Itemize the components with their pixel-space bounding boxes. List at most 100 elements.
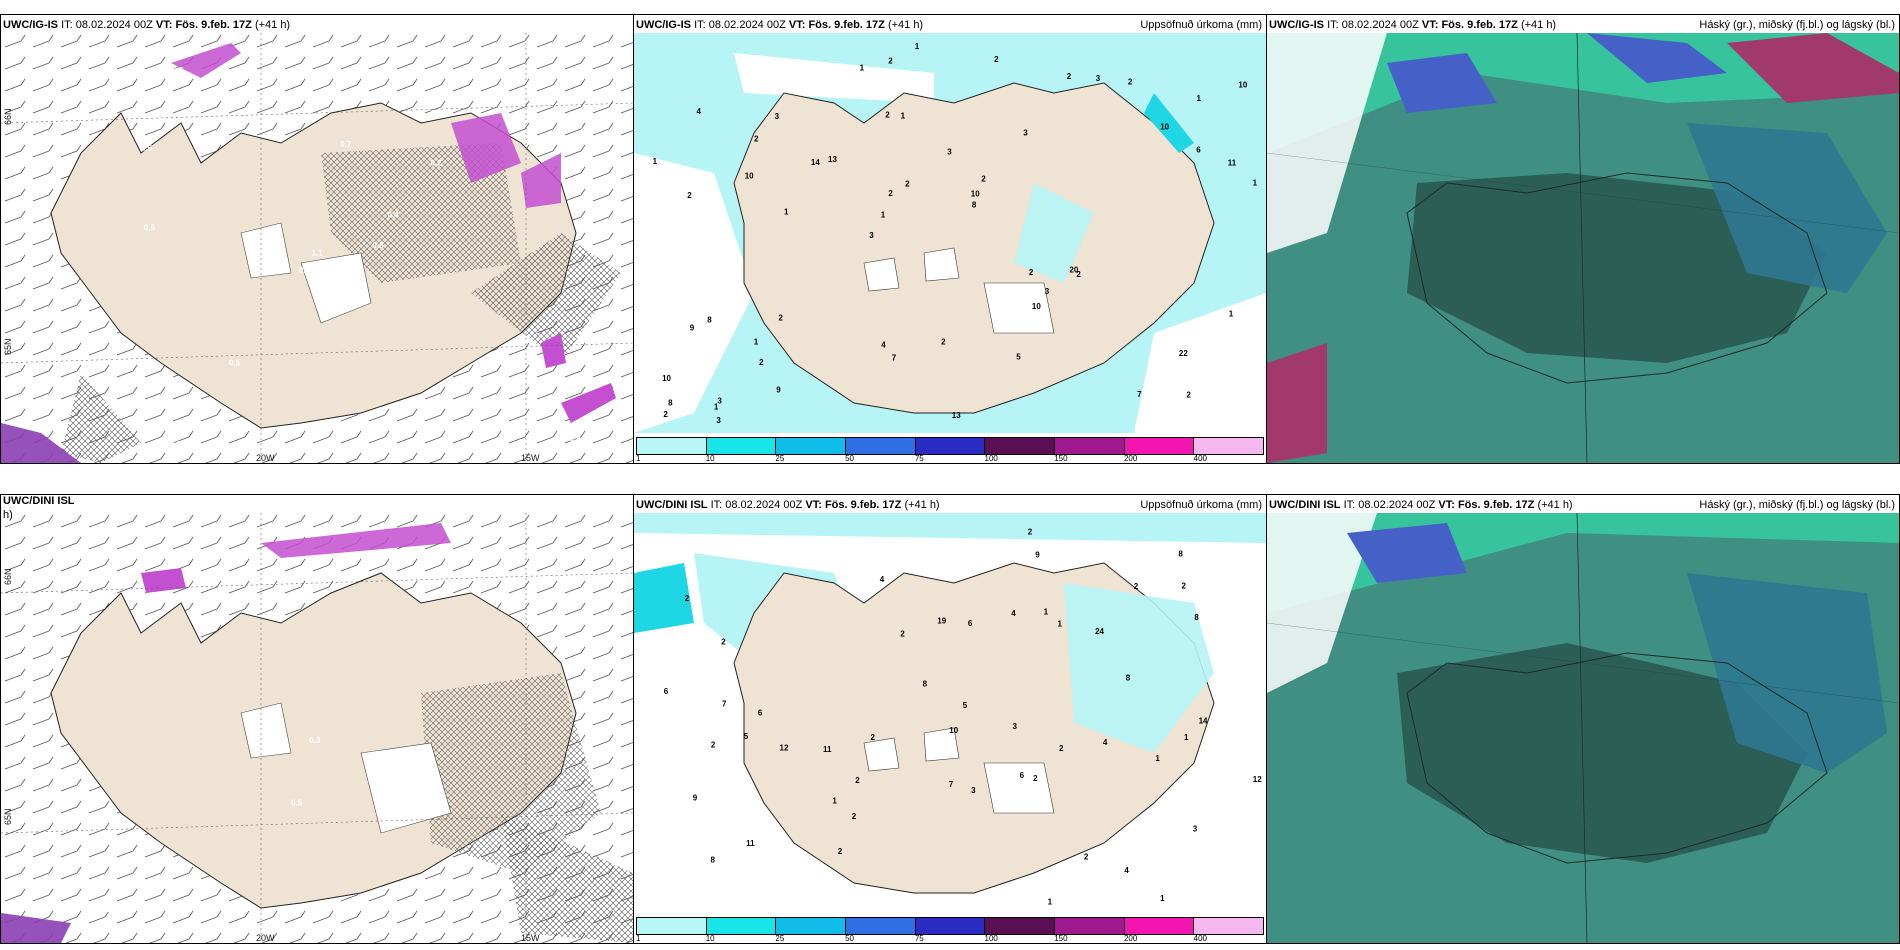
- panel-header: UWC/IG-IS IT: 08.02.2024 00Z VT: Fös. 9.…: [3, 19, 291, 31]
- contour-label: 0.5: [144, 224, 156, 233]
- precip-amount-label: 10: [745, 172, 754, 181]
- legend-segment: [985, 438, 1056, 454]
- precip-blob: [1, 423, 81, 463]
- precip-amount-label: 2: [905, 180, 910, 189]
- precip-amount-label: 2: [1134, 582, 1139, 591]
- precip-amount-label: 1: [1229, 309, 1234, 318]
- precip-amount-label: 2: [663, 410, 668, 419]
- contour-label: 0.3: [309, 736, 321, 745]
- panel-title: Háský (gr.), miðský (fj.bl.) og lágský (…: [1699, 499, 1895, 511]
- precip-amount-label: 2: [1076, 270, 1081, 279]
- precip-amount-label: 4: [1124, 866, 1129, 875]
- precip-amount-label: 2: [885, 110, 890, 119]
- precip-amount-label: 2: [981, 175, 986, 184]
- contour-label: 0.8: [430, 109, 442, 118]
- legend-tick: 25: [775, 934, 785, 943]
- panel-title: Uppsöfnuð úrkoma (mm): [1140, 499, 1262, 511]
- precip-amount-label: 2: [1067, 72, 1072, 81]
- legend-tick: 25: [775, 454, 785, 463]
- longitude-label: 15W: [521, 933, 540, 943]
- precip-amount-label: 3: [1193, 825, 1198, 834]
- precip-amount-label: 2: [888, 189, 893, 198]
- contour-label: 0.7: [340, 140, 352, 149]
- contour-label: 0.6: [423, 77, 435, 86]
- legend-segment: [985, 918, 1056, 934]
- precip-amount-label: 2: [871, 733, 876, 742]
- wind-map: 1.1 1.4 0.3 0.5: [1, 513, 633, 943]
- precip-amount-label: 2: [1029, 268, 1034, 277]
- longitude-label: 20W: [256, 933, 275, 943]
- precip-amount-label: 1: [1058, 619, 1063, 628]
- precip-amount-label: 5: [963, 701, 968, 710]
- precip-amount-label: 3: [947, 148, 952, 157]
- precip-amount-label: 10: [1032, 302, 1041, 311]
- panel-title: Uppsöfnuð úrkoma (mm): [1140, 19, 1262, 31]
- contour-label: 2.5: [122, 398, 134, 407]
- legend-bar: [636, 437, 1264, 455]
- legend-tick: 100: [984, 934, 998, 943]
- legend-tick: 400: [1193, 454, 1208, 463]
- precip-amount-label: 6: [1196, 146, 1201, 155]
- precip-amount-label: 3: [1096, 74, 1101, 83]
- precip-amount-label: 2: [1186, 391, 1191, 400]
- precip-amount-label: 13: [952, 411, 961, 420]
- legend-segment: [706, 918, 777, 934]
- contour-label: 1.6: [141, 144, 153, 153]
- legend-segment: [1055, 438, 1125, 454]
- precip-amount-label: 8: [1194, 613, 1199, 622]
- precip-amount-label: 7: [892, 354, 897, 363]
- iceland-outline: [1406, 172, 1828, 384]
- precip-amount-label: 4: [697, 107, 702, 116]
- precip-amount-label: 9: [1035, 550, 1040, 559]
- precip-amount-label: 2: [685, 594, 690, 603]
- precip-amount-label: 2: [1084, 852, 1089, 861]
- precip-amount-label: 4: [1011, 609, 1016, 618]
- precip-amount-label: 1: [1253, 179, 1258, 188]
- legend-tick: 10: [705, 934, 715, 943]
- precip-amount-label: 4: [1103, 738, 1108, 747]
- precip-blob: [521, 153, 561, 208]
- precip-amount-label: 1: [832, 796, 837, 805]
- contour-label: 0.9: [569, 434, 581, 443]
- contour-label: 0.5: [229, 359, 241, 368]
- precip-amount-label: 9: [693, 794, 698, 803]
- legend-tick: 75: [914, 934, 924, 943]
- panel-header: UWC/DINI ISL IT: 08.02.2024 00Z VT: Fös.…: [1269, 499, 1573, 511]
- precip-amount-label: 10: [662, 374, 671, 383]
- contour-label: 0.3: [299, 266, 311, 275]
- precip-amount-label: 2: [687, 191, 692, 200]
- precip-amount-label: 1: [860, 63, 865, 72]
- precip-amount-label: 6: [968, 619, 973, 628]
- precip-amount-label: 20: [1069, 265, 1078, 274]
- precip-blob: [141, 568, 186, 593]
- precip-amount-label: 9: [776, 385, 781, 394]
- latitude-label: 65N: [3, 338, 13, 355]
- legend-tick: 1: [636, 934, 641, 943]
- panel-top-right-cloud-map: UWC/IG-IS IT: 08.02.2024 00Z VT: Fös. 9.…: [1266, 14, 1900, 464]
- latitude-label: 66N: [3, 108, 13, 125]
- legend-segment: [776, 918, 847, 934]
- precip-amount-label: 1: [653, 157, 658, 166]
- precip-map: 2 2 1 3 3 3 2 3 8 13 10 2 1 2 2 4 2 1 2 6 1 4 2 3 2 2 7 22 20 13 14 10 1…: [634, 33, 1266, 433]
- precip-amount-label: 13: [828, 155, 837, 164]
- precip-amount-label: 4: [881, 341, 886, 350]
- precip-amount-label: 1: [901, 112, 906, 121]
- precip-amount-label: 3: [775, 112, 780, 121]
- precip-amount-label: 2: [721, 637, 726, 646]
- precip-amount-label: 2: [888, 56, 893, 65]
- legend-segment: [706, 438, 777, 454]
- legend-tick: 150: [1054, 934, 1068, 943]
- precip-amount-label: 1: [881, 210, 886, 219]
- precip-amount-label: 6: [758, 709, 763, 718]
- precip-amount-label: 5: [744, 732, 749, 741]
- longitude-label: 20W: [256, 453, 275, 463]
- precip-amount-label: 8: [923, 680, 928, 689]
- contour-label: 1.1: [100, 905, 112, 914]
- precip-amount-label: 14: [811, 158, 820, 167]
- cloud-map: [1267, 33, 1899, 463]
- precip-amount-label: 2: [855, 776, 860, 785]
- precip-amount-label: 1: [1197, 94, 1202, 103]
- latitude-label: 66N: [3, 568, 13, 585]
- precip-blob: [1, 913, 71, 943]
- precip-blob: [171, 43, 241, 78]
